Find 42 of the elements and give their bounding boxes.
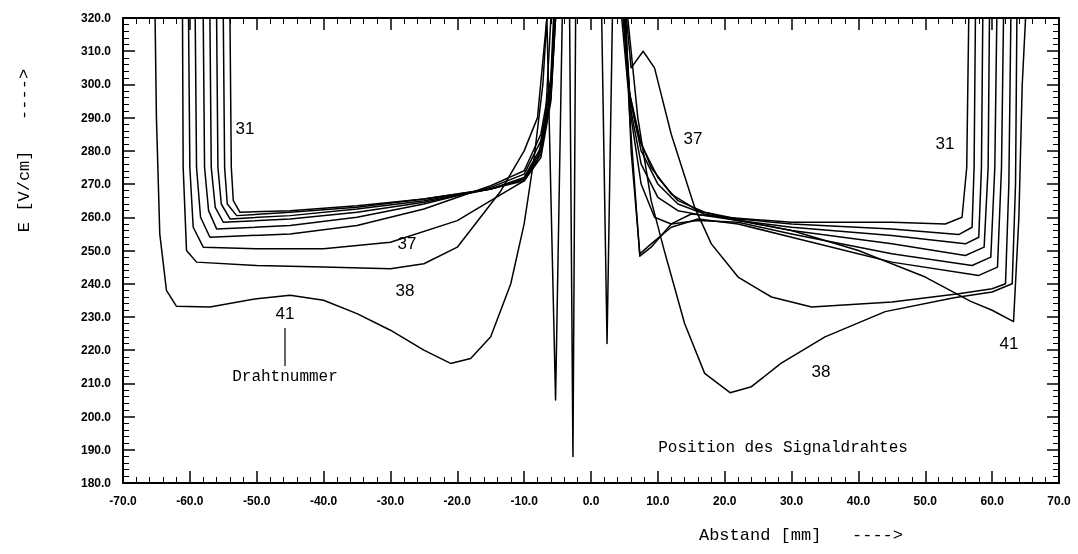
annotation: Drahtnummer	[232, 368, 338, 386]
annotation: 37	[397, 233, 417, 253]
annotation: 37	[683, 128, 703, 148]
y-tick-label: 270.0	[80, 177, 112, 192]
x-tick-label: -60.0	[176, 494, 204, 508]
y-tick-label: 230.0	[80, 309, 112, 324]
x-tick-label: -40.0	[309, 494, 338, 508]
y-tick-label: 260.0	[80, 210, 112, 225]
annotation: 41	[275, 303, 295, 323]
x-tick-label: -70.0	[109, 494, 137, 508]
annotation: 38	[811, 361, 831, 381]
y-tick-label: 180.0	[80, 476, 112, 490]
annotation: 41	[999, 333, 1019, 353]
y-tick-label: 250.0	[80, 243, 112, 258]
y-tick-label: 300.0	[80, 77, 112, 92]
annotation: 38	[395, 280, 415, 300]
y-tick-label: 310.0	[80, 44, 112, 59]
annotation: Position des Signaldrahtes	[658, 439, 908, 457]
y-tick-label: 200.0	[80, 409, 112, 424]
x-tick-label: -30.0	[376, 494, 405, 508]
x-axis-title: Abstand [mm] ---->	[698, 526, 904, 545]
y-axis-title: E [V/cm] ---->	[15, 68, 34, 233]
annotation: 31	[935, 133, 955, 153]
x-tick-label: 0.0	[582, 494, 600, 508]
x-tick-label: 30.0	[779, 494, 804, 508]
y-tick-label: 320.0	[80, 11, 112, 25]
x-tick-label: -50.0	[243, 494, 271, 508]
x-tick-label: 70.0	[1047, 494, 1071, 508]
annotation: 31	[235, 118, 255, 138]
x-tick-label: -10.0	[510, 494, 539, 508]
y-tick-label: 280.0	[80, 143, 112, 158]
x-tick-label: 10.0	[646, 494, 670, 508]
x-tick-label: 60.0	[980, 494, 1005, 508]
y-tick-label: 290.0	[80, 110, 112, 125]
x-tick-label: 40.0	[846, 494, 871, 508]
y-tick-label: 210.0	[80, 376, 112, 391]
x-tick-label: 20.0	[713, 494, 737, 508]
x-tick-label: 50.0	[913, 494, 938, 508]
y-tick-label: 220.0	[80, 343, 112, 358]
y-tick-label: 190.0	[80, 442, 112, 457]
x-tick-label: -20.0	[443, 494, 472, 508]
y-tick-label: 240.0	[80, 276, 112, 291]
